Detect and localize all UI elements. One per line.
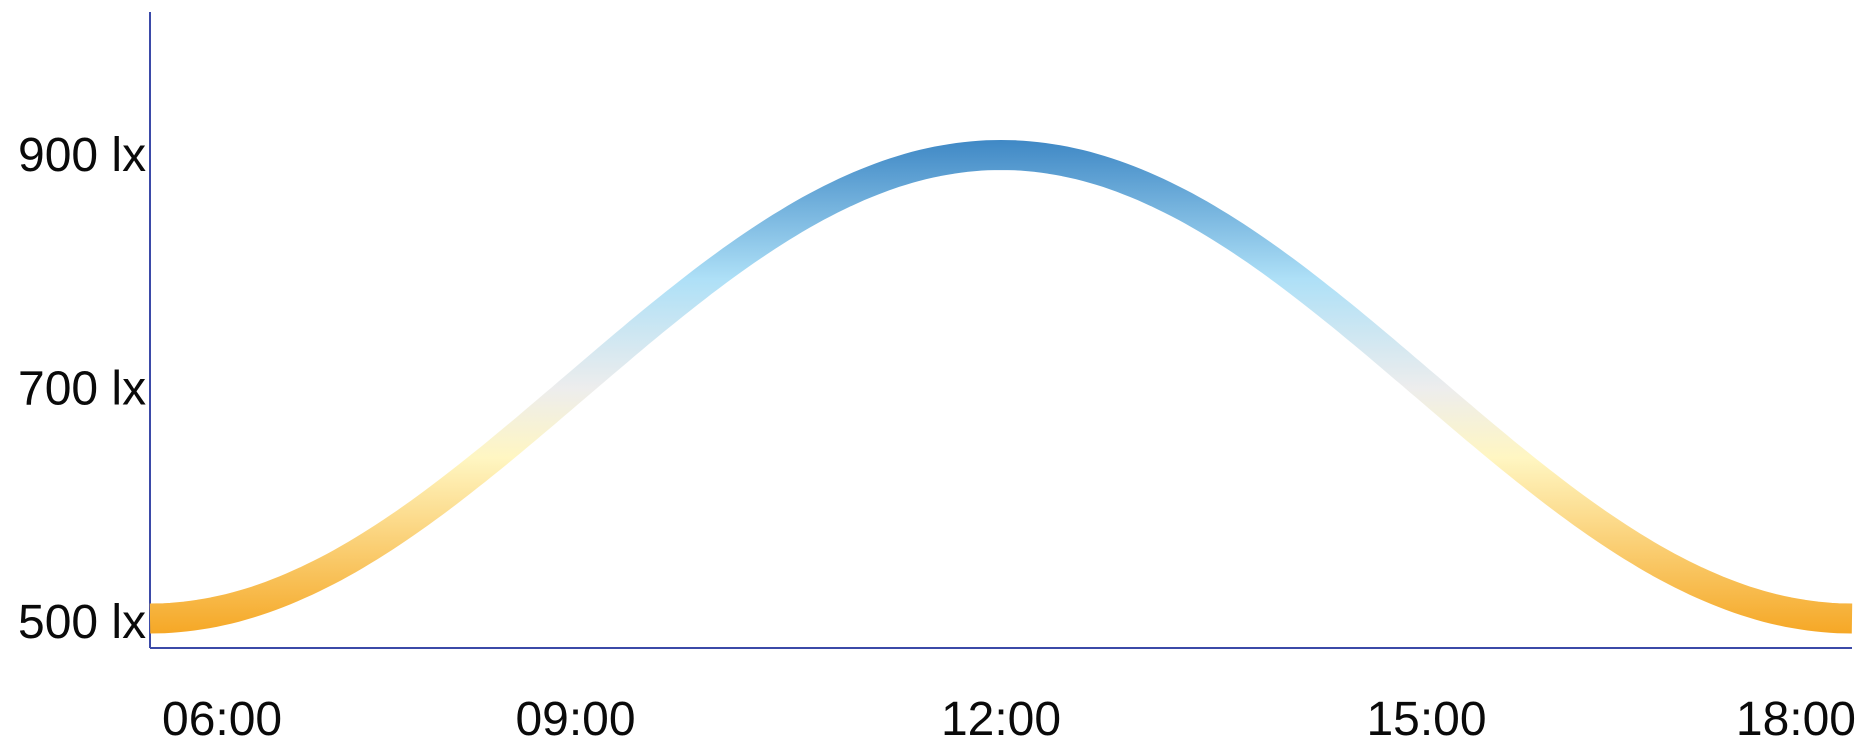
x-tick-label: 06:00 [162,693,282,739]
series-line [149,139,1853,634]
y-tick-labels: 500 lx 700 lx 900 lx [18,129,146,649]
x-tick-labels: 06:00 09:00 12:00 15:00 18:00 [162,693,1856,739]
y-tick-label: 500 lx [18,596,146,649]
x-tick-label: 09:00 [515,693,635,739]
y-tick-label: 700 lx [18,363,146,416]
x-tick-label: 18:00 [1736,693,1856,739]
axes [149,12,1852,649]
x-tick-label: 12:00 [941,693,1061,739]
y-tick-label: 900 lx [18,129,146,182]
x-tick-label: 15:00 [1366,693,1486,739]
